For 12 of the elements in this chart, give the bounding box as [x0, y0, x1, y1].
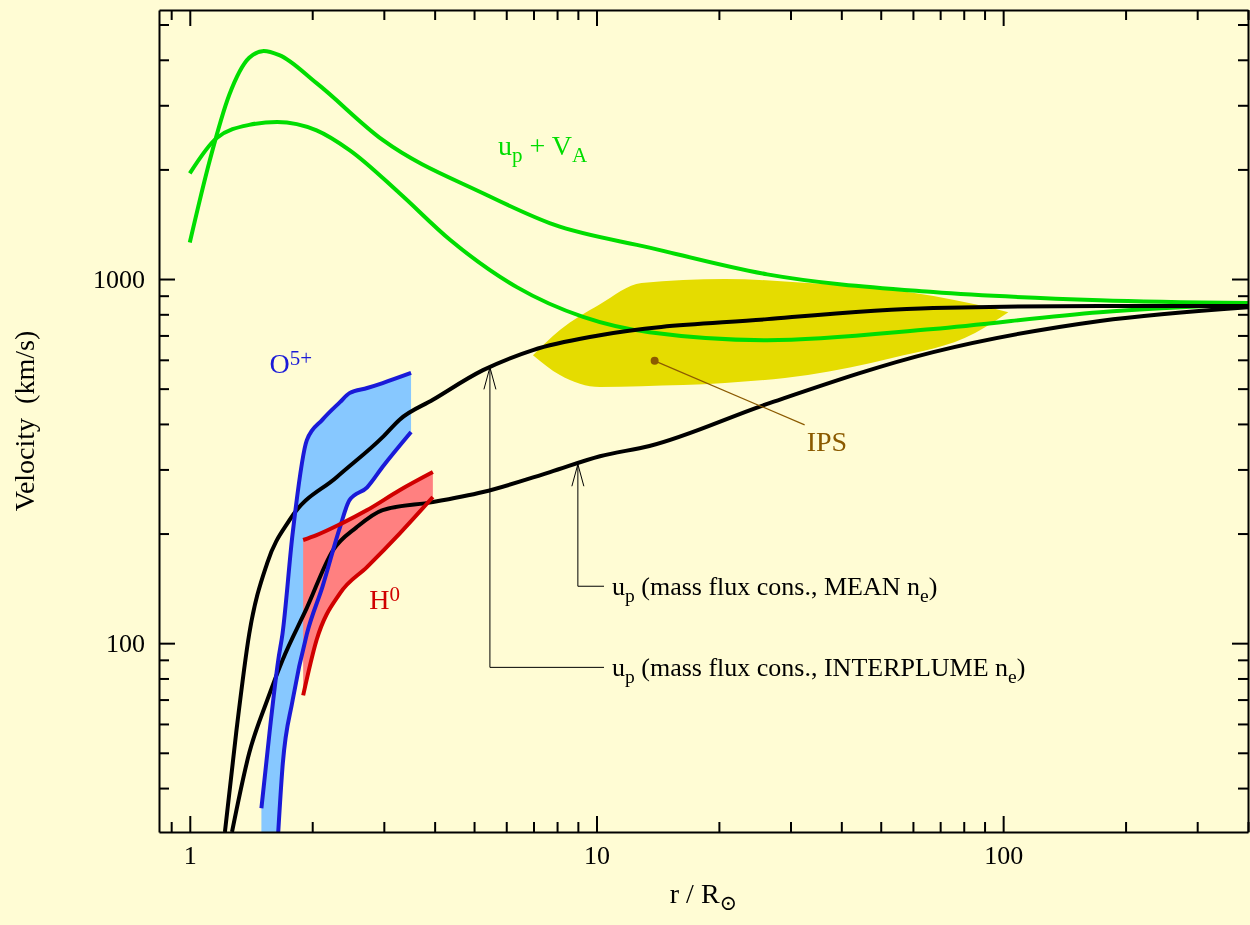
- y-axis-title: Velocity (km/s): [9, 330, 40, 512]
- annotation: u$_{p}$ (mass flux cons., INTERPLUME n$_{e}$): [612, 653, 1026, 688]
- x-tick-label: 100: [984, 841, 1024, 871]
- x-tick-label: 10: [583, 841, 610, 871]
- series-label: O$^{5+}$: [269, 345, 313, 380]
- annotation: u$_{p}$ (mass flux cons., MEAN n$_{e}$): [612, 572, 938, 607]
- x-axis-title: r / R$_{⊙}$: [669, 878, 738, 916]
- annotation: IPS: [806, 425, 848, 457]
- series-label: u$_{p}$ + V$_{A}$: [498, 130, 589, 168]
- series-label: H$^{0}$: [369, 581, 400, 615]
- y-tick-label: 1000: [93, 264, 145, 294]
- x-tick-label: 1: [183, 841, 197, 871]
